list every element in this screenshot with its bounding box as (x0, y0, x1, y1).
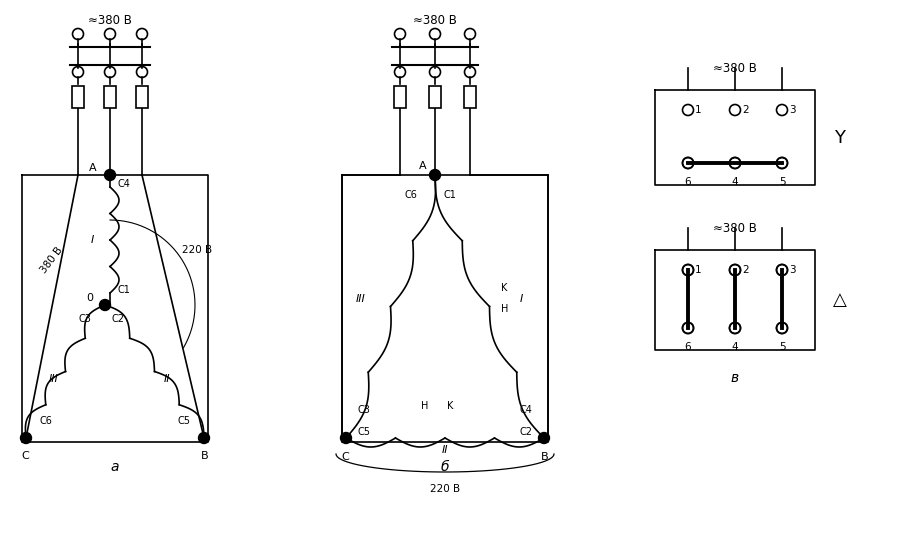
Text: 220 В: 220 В (430, 484, 460, 494)
Text: III: III (49, 375, 58, 385)
Text: C1: C1 (443, 190, 456, 200)
Text: 5: 5 (778, 177, 786, 187)
Text: C4: C4 (519, 405, 532, 415)
Circle shape (538, 432, 550, 444)
Text: 2: 2 (742, 105, 749, 115)
Text: 5: 5 (778, 342, 786, 352)
Text: B: B (541, 452, 549, 462)
Text: 1: 1 (695, 105, 702, 115)
Bar (104, 86, 116, 108)
Bar (136, 86, 148, 108)
Text: II: II (163, 375, 170, 385)
Text: 380 В: 380 В (39, 245, 65, 275)
Bar (429, 86, 441, 108)
Text: C2: C2 (519, 427, 532, 437)
Text: 4: 4 (732, 342, 738, 352)
Text: II: II (442, 445, 448, 455)
Text: 2: 2 (742, 265, 749, 275)
Text: C4: C4 (117, 179, 130, 189)
Text: 3: 3 (789, 105, 796, 115)
Bar (394, 86, 406, 108)
Text: H: H (501, 304, 508, 314)
Text: 6: 6 (685, 177, 691, 187)
Text: 6: 6 (685, 342, 691, 352)
Text: C5: C5 (358, 427, 371, 437)
Bar (464, 86, 476, 108)
Circle shape (429, 170, 440, 180)
Text: C3: C3 (78, 314, 91, 324)
Circle shape (104, 170, 115, 180)
Text: C2: C2 (111, 314, 124, 324)
Circle shape (199, 432, 210, 444)
Circle shape (340, 432, 352, 444)
Text: C5: C5 (178, 416, 191, 426)
Text: ≈380 В: ≈380 В (413, 13, 457, 26)
Text: H: H (421, 401, 428, 411)
Text: B: B (202, 451, 209, 461)
Text: ≈380 В: ≈380 В (713, 222, 757, 235)
Text: A: A (89, 163, 97, 173)
Text: ≈380 В: ≈380 В (88, 13, 132, 26)
Text: I: I (90, 235, 94, 245)
Circle shape (21, 432, 32, 444)
Text: A: A (419, 161, 427, 171)
Text: 3: 3 (789, 265, 796, 275)
Text: 1: 1 (695, 265, 702, 275)
Text: а: а (111, 460, 119, 474)
Text: C6: C6 (39, 416, 52, 426)
Bar (72, 86, 84, 108)
Text: III: III (356, 293, 365, 304)
Text: б: б (441, 460, 449, 474)
Text: △: △ (833, 291, 847, 309)
Text: I: I (520, 293, 523, 304)
Text: K: K (446, 401, 454, 411)
Text: C1: C1 (117, 285, 130, 295)
Text: Y: Y (834, 128, 845, 147)
Text: C3: C3 (358, 405, 371, 415)
Text: в: в (731, 371, 739, 385)
Text: ≈380 В: ≈380 В (713, 62, 757, 74)
Text: K: K (501, 283, 508, 293)
Text: 0: 0 (86, 293, 93, 303)
Text: C: C (341, 452, 349, 462)
Text: C6: C6 (404, 190, 417, 200)
Circle shape (100, 300, 111, 310)
Text: 220 В: 220 В (182, 245, 212, 255)
Text: C: C (21, 451, 29, 461)
Text: 4: 4 (732, 177, 738, 187)
